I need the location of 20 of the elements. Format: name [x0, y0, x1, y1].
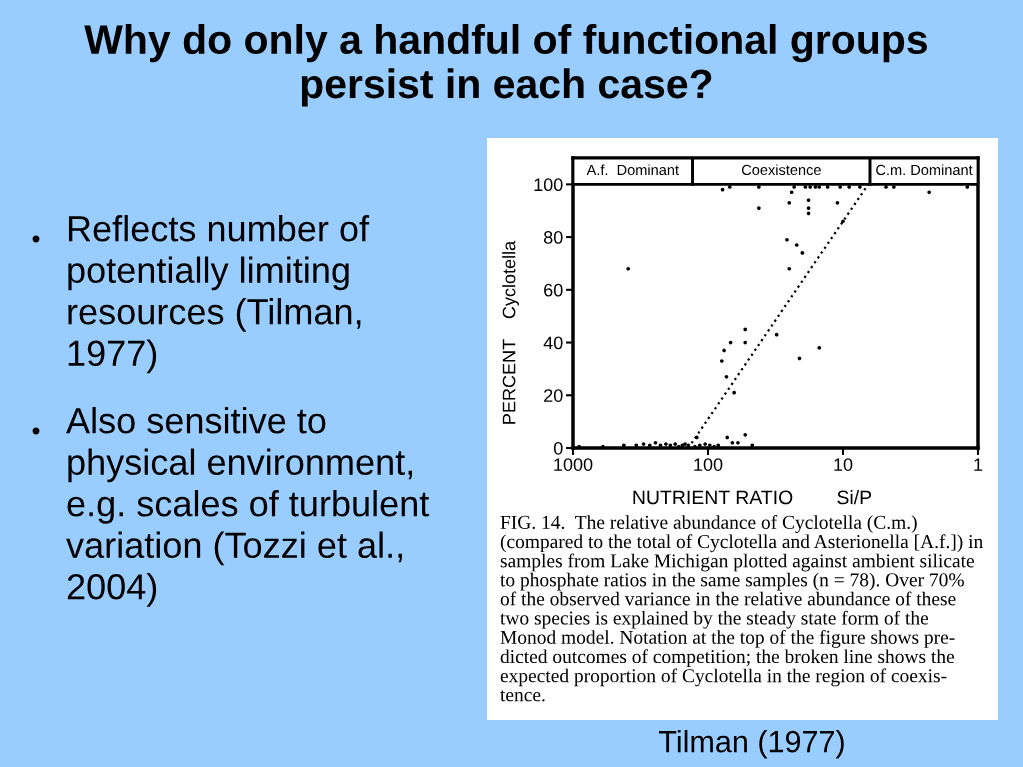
y-tick-label: 80: [543, 231, 563, 244]
y-tick-label: 20: [544, 389, 563, 402]
text: Reflects number of potentially limiting resources (Tilman, 1977): [68, 215, 370, 374]
band-label: C.m. Dominant: [876, 164, 973, 176]
text: Also sensitive to physical environment, e.g. scales of turbulent variation (Tozzi et al., 2004): [66, 407, 430, 607]
text: FIG. 14. The relative abundance of Cyclotella (C.m.) (compared to the total of Cyclotella and Asterionella [A.f.]) in samples from Lake Michigan plotted against ambient silicate to phosphate ratios in the same samples (n = 78). Over 70% of the observed variance in the relative abundance of these two species is explained by the steady state form of the Monod model. Notation at the top of the figure shows pre- dicted outcomes of competition; the broken line shows the expected proportion of Cyclotella in the region of coexis- tence.: [500, 515, 983, 702]
x-tick-label: 1: [974, 458, 983, 471]
y-tick-label: 0: [553, 441, 563, 455]
x-tick-label: 100: [694, 458, 723, 471]
x-tick-label: 10: [834, 458, 853, 471]
band-label: A.f. Dominant: [586, 164, 679, 176]
y-tick-label: 100: [534, 178, 563, 192]
y-tick-label: 60: [544, 283, 563, 297]
chart-title: Why do only a handful of functional groups persist in each case?: [84, 24, 927, 107]
text: Tilman (1977): [659, 730, 844, 759]
band-label: Coexistence: [741, 164, 821, 176]
y-axis-title: PERCENT Cyclotella: [502, 240, 519, 424]
x-tick-label: 1000: [554, 458, 593, 471]
x-axis-title: NUTRIENT RATIO Si/P: [633, 490, 872, 505]
y-tick-label: 40: [543, 336, 563, 350]
